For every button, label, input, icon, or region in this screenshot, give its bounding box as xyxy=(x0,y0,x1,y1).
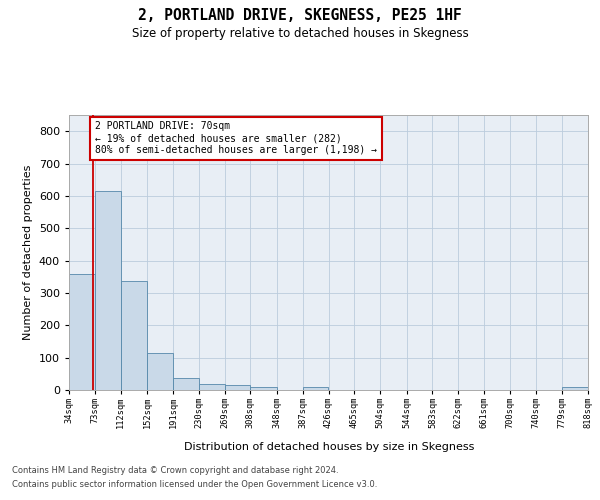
Bar xyxy=(147,353,173,390)
Text: 2, PORTLAND DRIVE, SKEGNESS, PE25 1HF: 2, PORTLAND DRIVE, SKEGNESS, PE25 1HF xyxy=(138,8,462,22)
Bar xyxy=(95,192,121,390)
Text: Contains public sector information licensed under the Open Government Licence v3: Contains public sector information licen… xyxy=(12,480,377,489)
Bar xyxy=(302,387,329,390)
Y-axis label: Number of detached properties: Number of detached properties xyxy=(23,165,33,340)
Bar xyxy=(121,280,147,390)
Text: Contains HM Land Registry data © Crown copyright and database right 2024.: Contains HM Land Registry data © Crown c… xyxy=(12,466,338,475)
Bar xyxy=(199,384,224,390)
Bar xyxy=(250,387,277,390)
Bar xyxy=(69,274,95,390)
Text: Distribution of detached houses by size in Skegness: Distribution of detached houses by size … xyxy=(184,442,474,452)
Bar xyxy=(224,385,250,390)
Bar xyxy=(173,378,199,390)
Text: Size of property relative to detached houses in Skegness: Size of property relative to detached ho… xyxy=(131,28,469,40)
Text: 2 PORTLAND DRIVE: 70sqm
← 19% of detached houses are smaller (282)
80% of semi-d: 2 PORTLAND DRIVE: 70sqm ← 19% of detache… xyxy=(95,122,377,154)
Bar xyxy=(562,387,588,390)
